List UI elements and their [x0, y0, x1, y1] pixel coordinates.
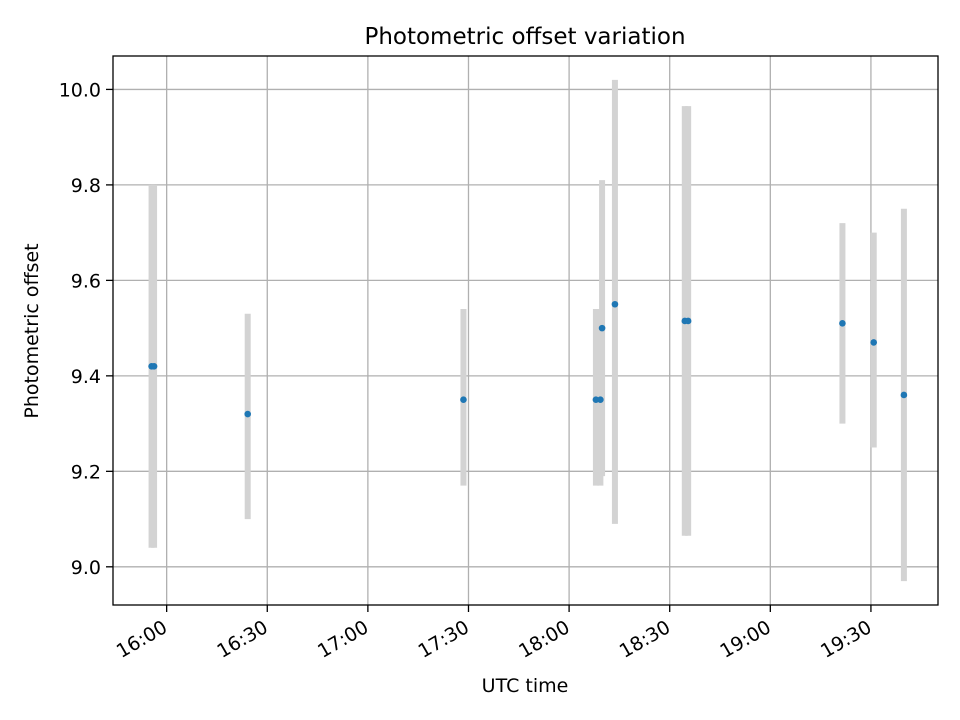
- data-point: [460, 396, 467, 404]
- y-tick-label: 9.4: [71, 366, 101, 388]
- y-tick-label: 9.6: [71, 270, 101, 292]
- data-point: [598, 324, 606, 332]
- data-point: [150, 363, 158, 370]
- point-layer: [148, 300, 908, 418]
- data-point: [870, 339, 878, 346]
- y-tick-label: 10.0: [59, 79, 101, 101]
- y-tick-label: 9.8: [71, 175, 101, 197]
- data-point: [684, 317, 692, 325]
- chart-title: Photometric offset variation: [364, 24, 685, 50]
- x-axis-label: UTC time: [482, 675, 569, 697]
- data-point: [900, 391, 908, 399]
- data-point: [244, 410, 252, 418]
- y-axis-ticks: 9.0 9.2 9.4 9.6 9.8 10.0: [59, 79, 113, 579]
- y-tick-label: 9.0: [71, 557, 101, 579]
- data-point: [611, 300, 619, 308]
- data-point: [597, 396, 604, 404]
- y-tick-label: 9.2: [71, 461, 101, 483]
- plot-frame: [112, 55, 939, 606]
- y-axis-label: Photometric offset: [21, 243, 43, 418]
- data-point: [839, 320, 846, 327]
